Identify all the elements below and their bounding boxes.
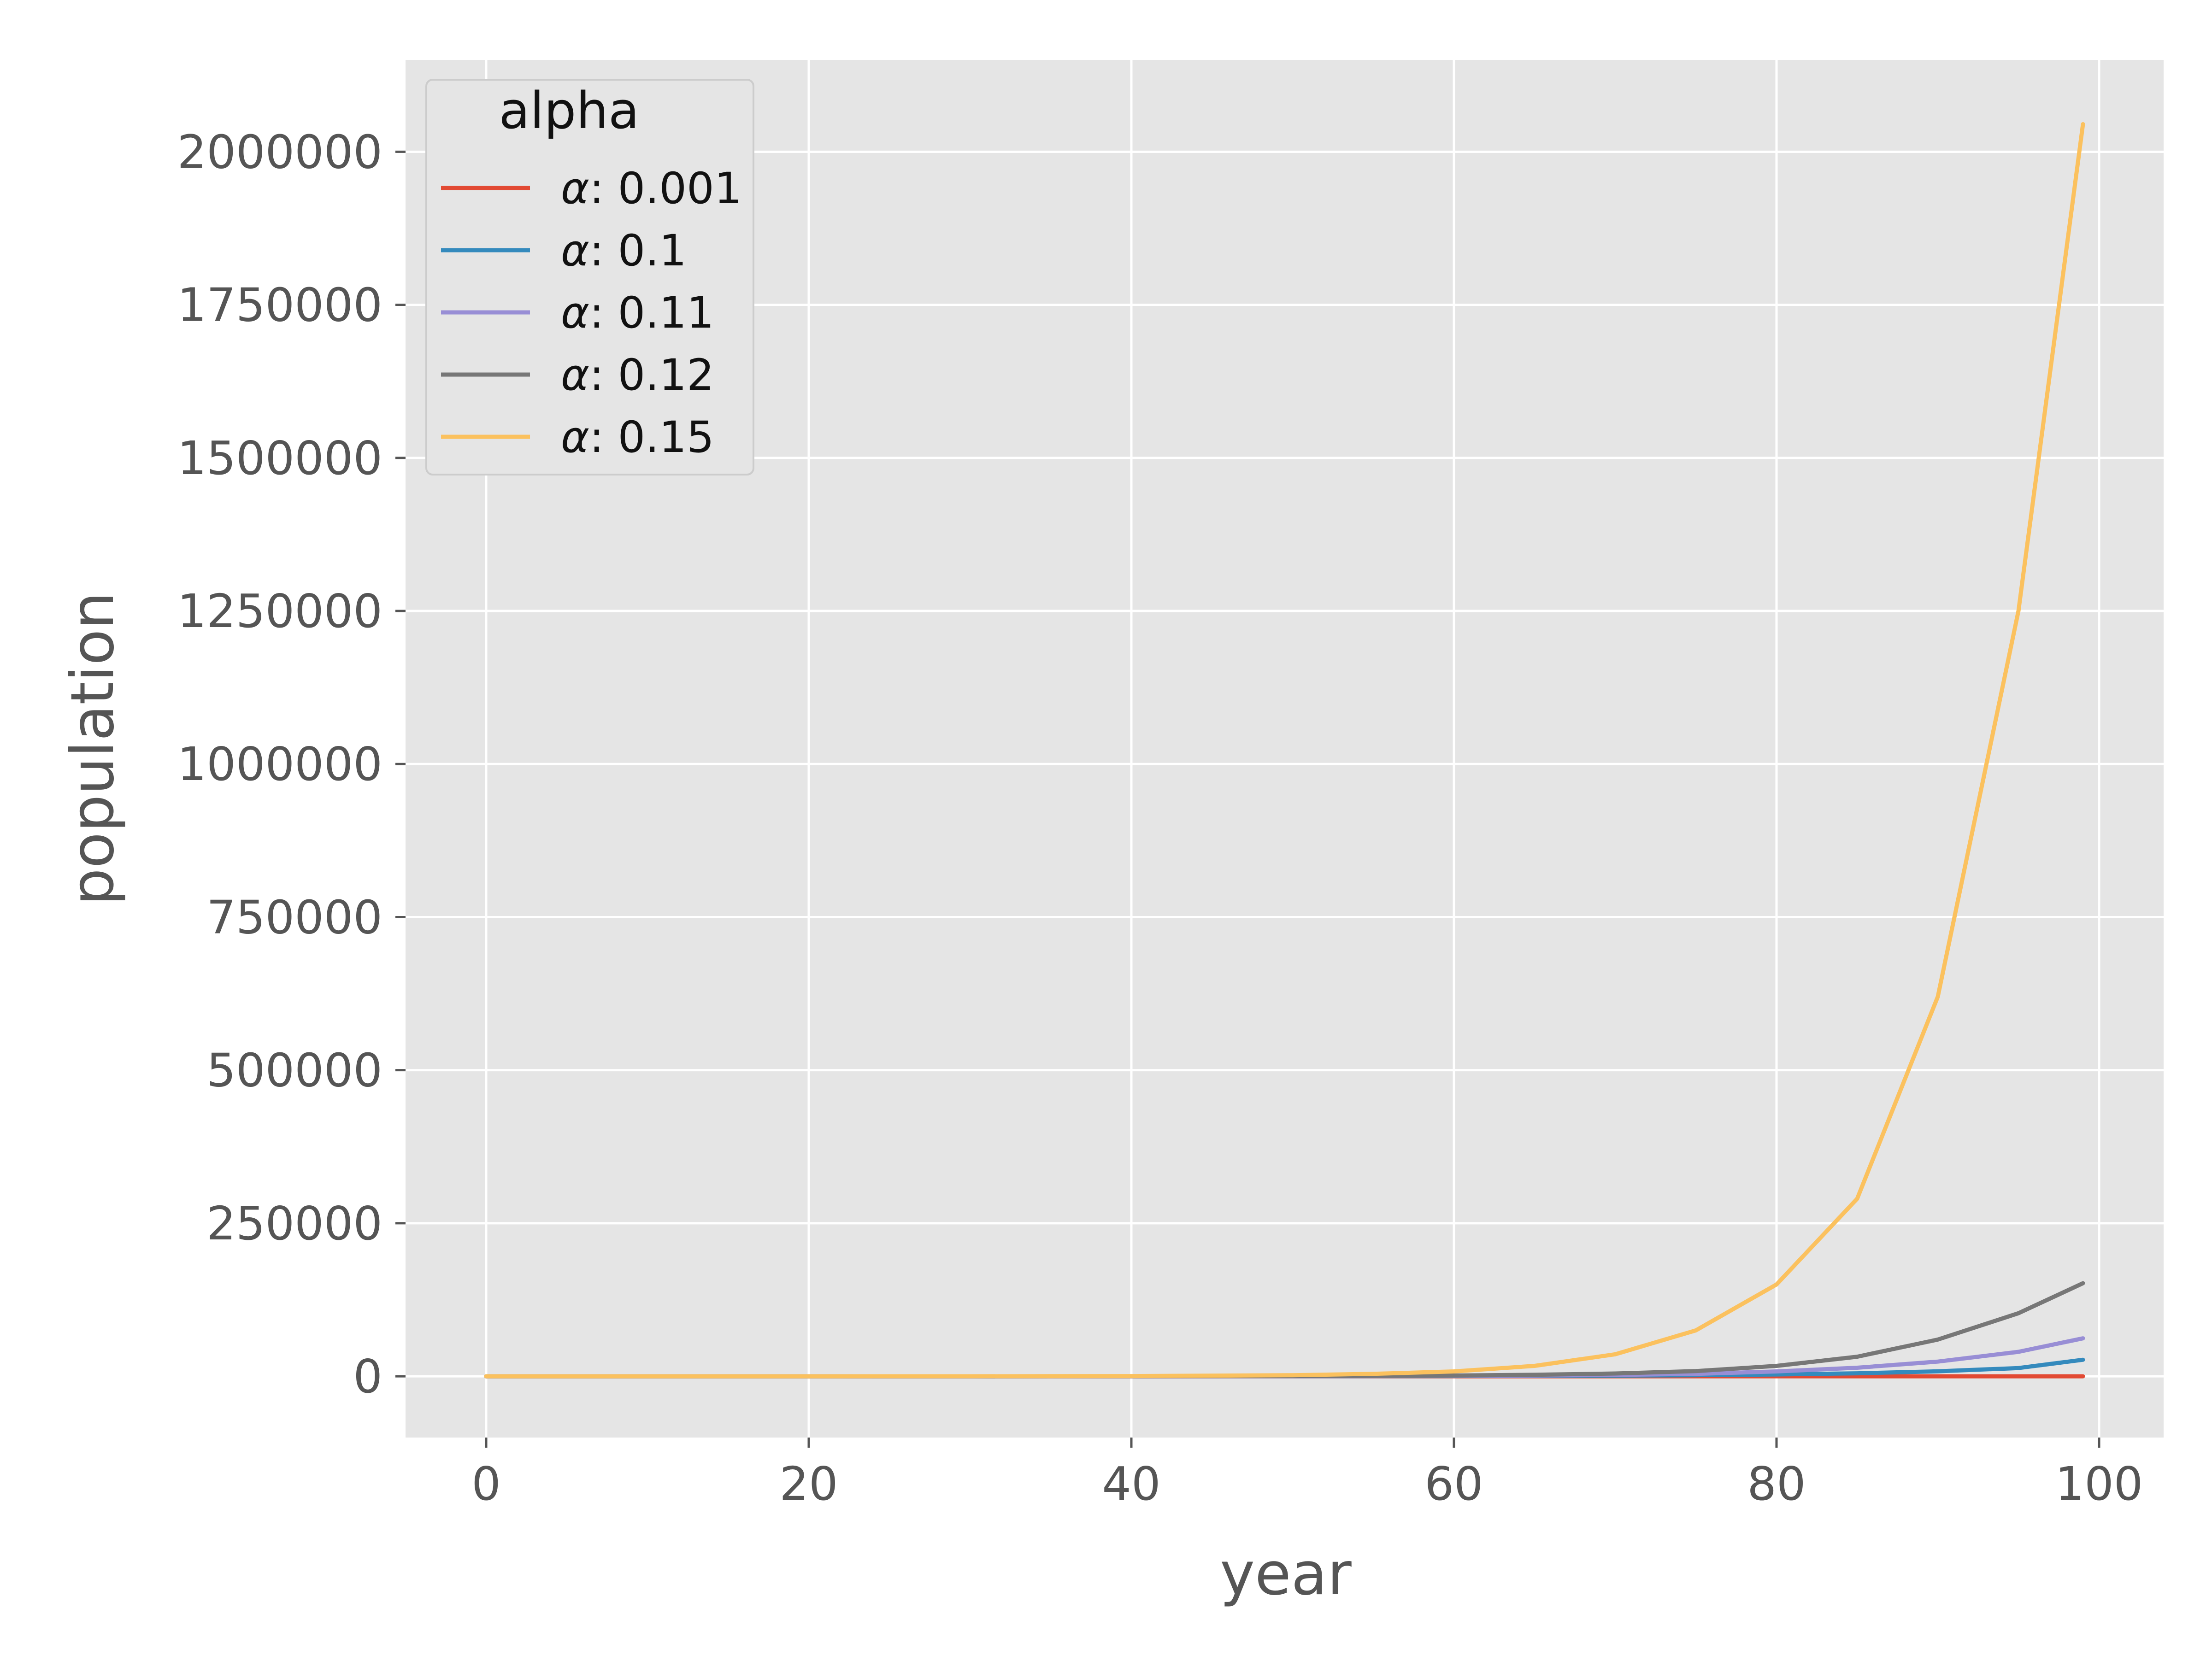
legend-alpha-symbol: α [561,164,589,214]
y-tick-label: 2000000 [177,125,382,179]
y-axis-label: population [59,592,127,905]
x-tick-label: 20 [779,1457,838,1511]
axis-ticks: 0 20 40 60 80 100 0 250000 500000 750000 1000000 12… [177,125,2143,1511]
legend-alpha-symbol: α [561,226,589,276]
legend-alpha-symbol: α [561,412,589,463]
legend-label: α: 0.1 [561,226,687,276]
series-line [484,122,2085,1379]
y-tick-label: 1000000 [177,737,382,791]
legend-value: : 0.11 [589,288,714,338]
x-tick-label: 60 [1424,1457,1483,1511]
x-tick-label: 0 [471,1457,501,1511]
legend-label: α: 0.15 [561,412,714,463]
legend-alpha-symbol: α [561,350,589,400]
legend-label: α: 0.12 [561,350,714,400]
y-tick-label: 750000 [206,890,382,944]
y-tick-label: 1500000 [177,431,382,485]
y-tick-label: 500000 [206,1044,382,1098]
y-tick-label: 1750000 [177,278,382,332]
y-tick-label: 1250000 [177,584,382,638]
x-tick-label: 40 [1102,1457,1160,1511]
legend-value: : 0.15 [589,412,714,463]
legend-value: : 0.1 [589,226,687,276]
x-tick-label: 80 [1747,1457,1806,1511]
legend-label: α: 0.11 [561,288,714,338]
x-tick-label: 100 [2055,1457,2143,1511]
legend-label: α: 0.001 [561,164,742,214]
legend-value: : 0.001 [589,164,742,214]
series-lines [484,122,2085,1379]
x-axis-label: year [1220,1540,1352,1608]
legend-title: alpha [499,81,640,140]
legend-alpha-symbol: α [561,288,589,338]
legend-value: : 0.12 [589,350,714,400]
y-tick-label: 250000 [206,1197,382,1250]
y-tick-label: 0 [353,1350,382,1403]
